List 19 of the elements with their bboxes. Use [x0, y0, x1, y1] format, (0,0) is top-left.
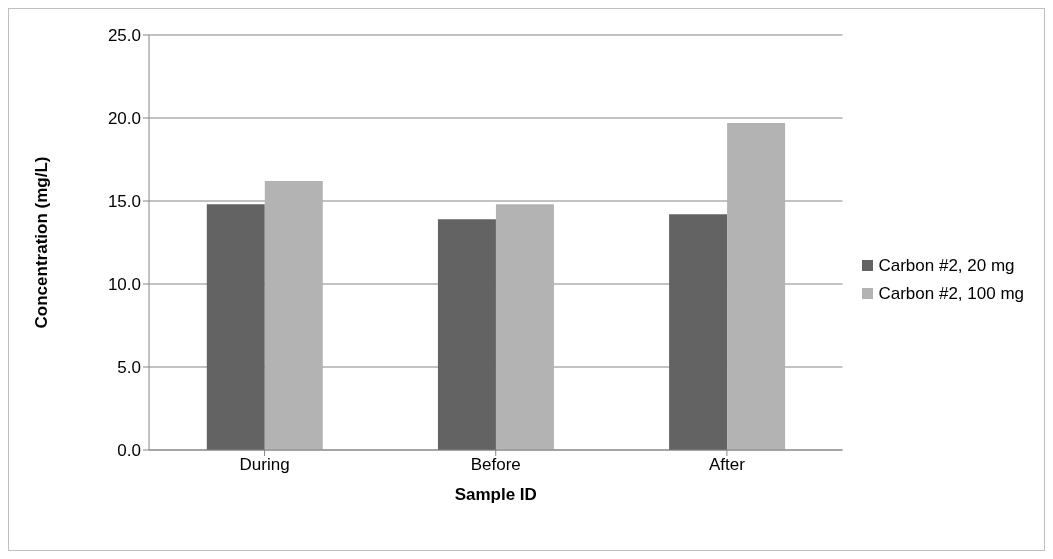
- bar: [264, 181, 323, 450]
- legend-label: Carbon #2, 100 mg: [878, 283, 1024, 304]
- bar: [495, 204, 554, 450]
- y-tick-label: 15.0: [107, 192, 141, 212]
- x-axis-title: Sample ID: [454, 485, 537, 504]
- y-axis-title: Concentration (mg/L): [32, 156, 52, 329]
- bar: [669, 214, 728, 450]
- y-tick-label: 5.0: [117, 358, 141, 378]
- bar: [206, 204, 265, 450]
- y-tick-label: 20.0: [107, 109, 141, 129]
- y-tick-label: 25.0: [107, 26, 141, 46]
- x-tick-label: During: [239, 455, 290, 475]
- x-tick-label: After: [708, 455, 746, 475]
- x-tick-label: Before: [470, 455, 521, 475]
- y-tick-label: 10.0: [107, 275, 141, 295]
- bar: [727, 122, 786, 450]
- legend-label: Carbon #2, 20 mg: [878, 255, 1015, 276]
- y-tick-label: 0.0: [117, 441, 141, 461]
- bar: [437, 219, 496, 450]
